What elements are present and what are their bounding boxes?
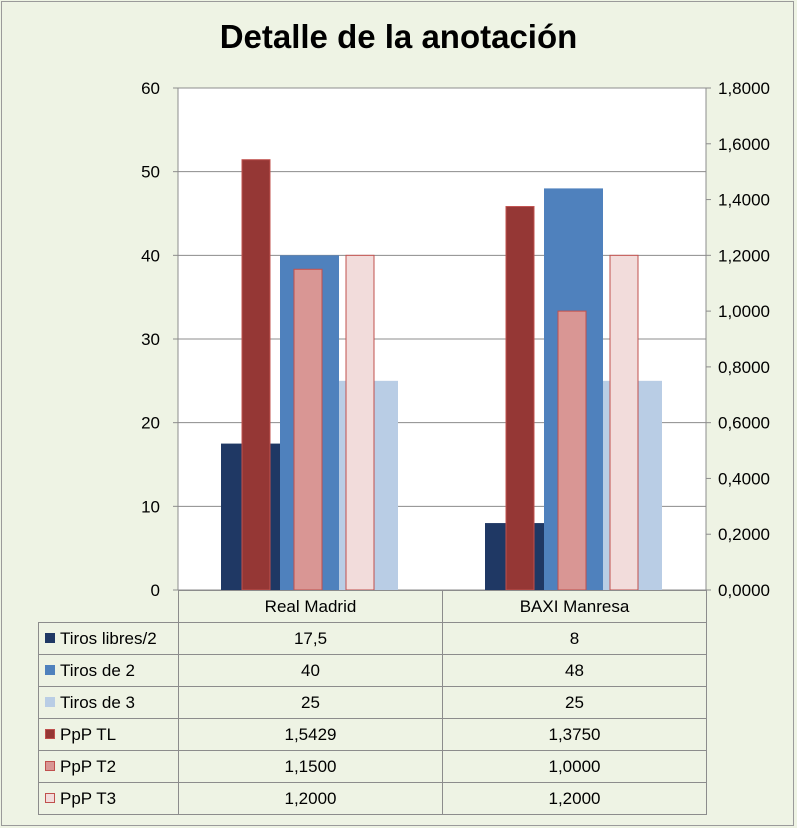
primary-axis-tick-label: 40 [141, 246, 160, 265]
table-row: PpP T2 1,1500 1,0000 [38, 750, 707, 783]
secondary-axis-tick-label: 0,0000 [718, 581, 770, 600]
secondary-axis-tick-label: 1,2000 [718, 246, 770, 265]
legend-key [45, 632, 55, 643]
data-label: 1,1500 [178, 750, 443, 783]
table-row: Tiros libres/2 17,5 8 [38, 622, 707, 655]
data-label: 17,5 [178, 622, 443, 655]
data-label: 8 [442, 622, 707, 655]
data-label: 1,0000 [442, 750, 707, 783]
legend-label: PpP TL [60, 724, 117, 744]
legend-label: Tiros de 3 [60, 692, 135, 712]
secondary-axis-tick-label: 1,8000 [718, 79, 770, 98]
chart-title: Detalle de la anotación [219, 18, 578, 55]
category-label: BAXI Manresa [442, 590, 707, 623]
secondary-axis-tick-label: 1,4000 [718, 191, 770, 210]
legend-key [45, 664, 55, 675]
primary-axis-tick-label: 50 [141, 163, 160, 182]
data-label: 1,5429 [178, 718, 443, 751]
data-label: 1,3750 [442, 718, 707, 751]
legend-key [45, 728, 55, 739]
secondary-axis-tick-label: 0,2000 [718, 525, 770, 544]
legend-entry: PpP TL [38, 718, 179, 751]
data-table: Real Madrid BAXI Manresa Tiros libres/2 17,… [38, 590, 707, 815]
data-label: 40 [178, 654, 443, 687]
table-row: PpP TL 1,5429 1,3750 [38, 718, 707, 751]
primary-axis-tick-label: 20 [141, 414, 160, 433]
bar-ppp-t2 [557, 310, 587, 591]
primary-axis-tick-label: 60 [141, 79, 160, 98]
legend-entry: PpP T2 [38, 750, 179, 783]
legend-key [45, 696, 55, 707]
legend-entry: Tiros de 2 [38, 654, 179, 687]
legend-label: Tiros libres/2 [60, 628, 157, 648]
data-label: 48 [442, 654, 707, 687]
bar-ppp-t3 [345, 254, 375, 591]
legend-entry: Tiros de 3 [38, 686, 179, 719]
data-label: 25 [442, 686, 707, 719]
table-corner [38, 590, 179, 623]
legend-entry: Tiros libres/2 [38, 622, 179, 655]
data-label: 1,2000 [178, 782, 443, 815]
legend-label: Tiros de 2 [60, 660, 135, 680]
bar-ppp-t2 [293, 268, 323, 591]
table-header-row: Real Madrid BAXI Manresa [38, 590, 707, 623]
primary-axis-tick-label: 30 [141, 330, 160, 349]
table-row: Tiros de 3 25 25 [38, 686, 707, 719]
secondary-axis-tick-label: 1,0000 [718, 302, 770, 321]
legend-label: PpP T3 [60, 788, 117, 808]
secondary-axis-tick-label: 0,8000 [718, 358, 770, 377]
category-label: Real Madrid [178, 590, 443, 623]
secondary-axis-tick-label: 0,4000 [718, 469, 770, 488]
legend-key [45, 792, 55, 803]
bar-ppp-tl [241, 159, 271, 591]
primary-axis-tick-label: 10 [141, 497, 160, 516]
legend-key [45, 760, 55, 771]
secondary-axis-tick-label: 0,6000 [718, 414, 770, 433]
secondary-axis-tick-label: 1,6000 [718, 135, 770, 154]
table-row: PpP T3 1,2000 1,2000 [38, 782, 707, 815]
bar-ppp-tl [505, 206, 535, 591]
legend-entry: PpP T3 [38, 782, 179, 815]
data-label: 25 [178, 686, 443, 719]
table-row: Tiros de 2 40 48 [38, 654, 707, 687]
data-label: 1,2000 [442, 782, 707, 815]
bar-ppp-t3 [609, 254, 639, 591]
legend-label: PpP T2 [60, 756, 117, 776]
